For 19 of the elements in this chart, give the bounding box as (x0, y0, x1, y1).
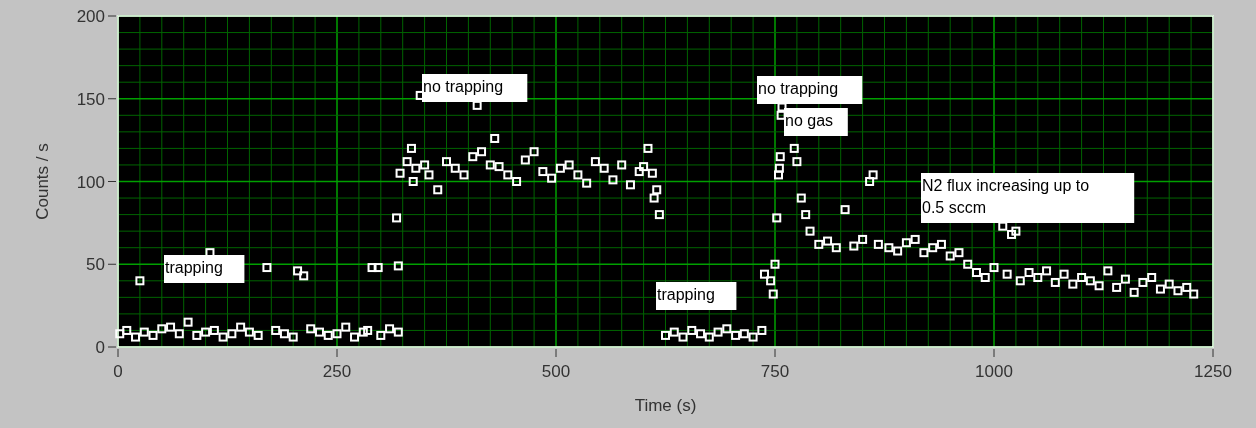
x-axis-title: Time (s) (634, 396, 697, 415)
annotation: trapping (657, 286, 715, 303)
x-tick-label: 500 (541, 362, 571, 381)
annotation: no gas (785, 112, 834, 129)
annotation: no trapping (758, 80, 839, 97)
x-tick-label: 0 (113, 362, 123, 381)
y-axis-title: Counts / s (33, 143, 52, 220)
annotation: trapping (165, 259, 223, 276)
y-tick-label: 50 (86, 255, 105, 275)
x-tick-label: 1250 (1194, 362, 1232, 381)
annotation: no trapping (423, 78, 504, 95)
y-tick-label: 150 (76, 89, 105, 109)
x-tick-label: 750 (760, 362, 790, 381)
y-tick-label: 100 (76, 172, 105, 192)
y-tick-label: 0 (95, 338, 105, 357)
x-tick-label: 250 (322, 362, 352, 381)
x-tick-label: 1000 (975, 362, 1013, 381)
annotation: N2 flux increasing up to 0.5 sccm (922, 177, 1090, 216)
y-tick-label: 200 (76, 7, 105, 26)
